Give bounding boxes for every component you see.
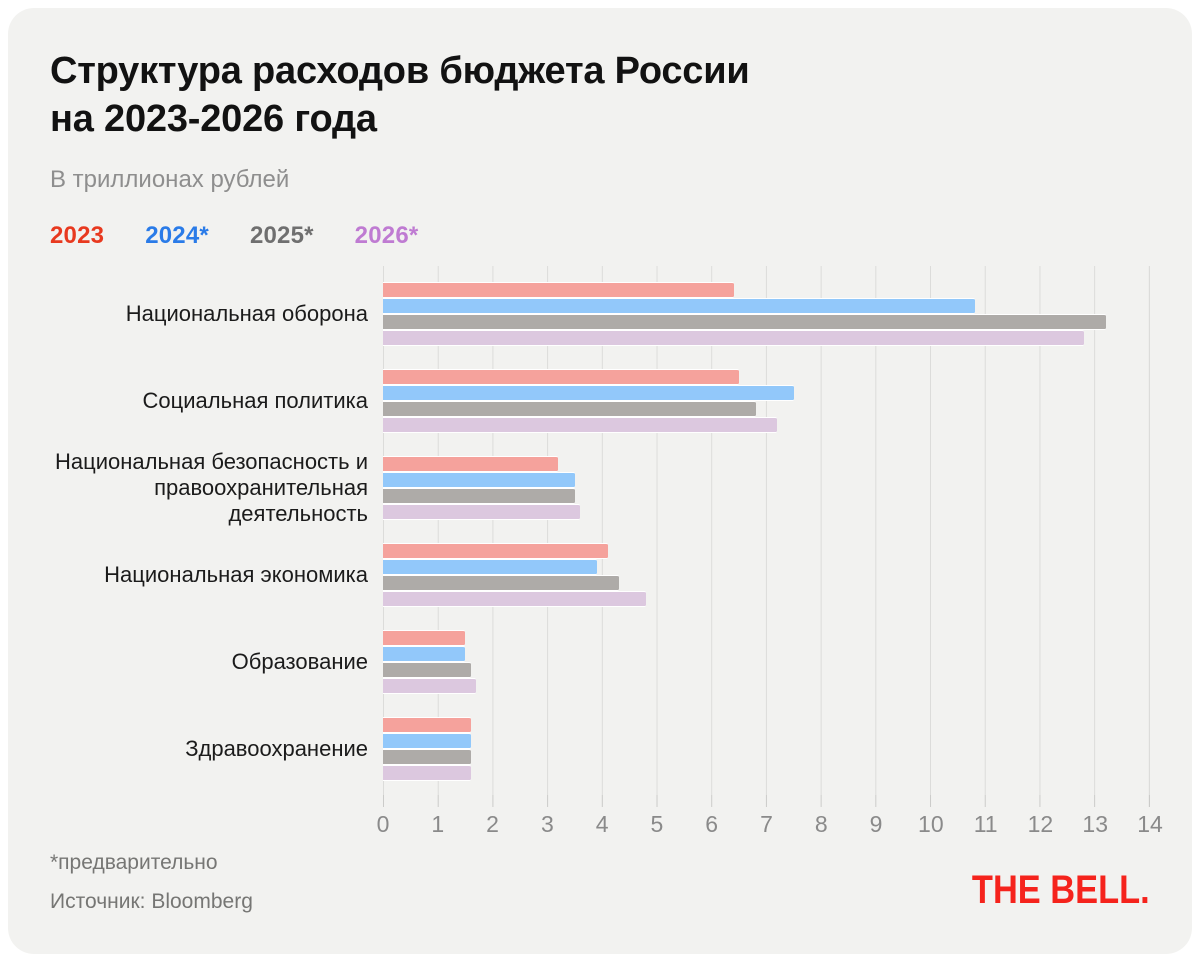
axis-tick-label: 14: [1137, 810, 1163, 837]
footnotes: *предварительно Источник: Bloomberg: [50, 851, 253, 914]
bar-2026: [383, 416, 778, 433]
bar-2024: [383, 732, 471, 749]
axis-tick-label: 10: [918, 810, 944, 837]
bar-2023: [383, 455, 559, 472]
legend-item-2023: 2023: [50, 221, 105, 249]
title-line-2: на 2023-2026 года: [50, 97, 377, 140]
category-label: Национальная экономика: [104, 561, 368, 587]
axis-tick-labels: 0 1 2 3 4 5 6 7 8 9 10 11 12 13 14: [377, 810, 1163, 839]
bar-2024: [383, 558, 597, 575]
axis-tick-label: 11: [973, 810, 998, 837]
bar-group: [383, 629, 1150, 694]
bar-2025: [383, 574, 619, 591]
title-line-1: Структура расходов бюджета России: [50, 50, 750, 92]
gridlines: [383, 265, 1150, 795]
axis-tick-marks: [383, 794, 1150, 807]
category-labels: Национальная оборона Социальная политика Н…: [50, 266, 368, 839]
axis-tick-label: 12: [1027, 810, 1054, 837]
axis-tick-label: 5: [650, 810, 664, 837]
chart-legend: 2023 2024* 2025* 2026*: [50, 222, 1150, 250]
legend-item-2024: 2024*: [145, 221, 209, 249]
chart-subtitle: В триллионах рублей: [50, 165, 290, 193]
plot-area: [383, 265, 1150, 795]
category-label: Здравоохранение: [185, 735, 368, 761]
source: Источник: Bloomberg: [50, 889, 253, 913]
plot-wrap: 0 1 2 3 4 5 6 7 8 9 10 11 12 13 14: [377, 265, 1163, 839]
category-label: Национальная безопасность и правоохранит…: [55, 449, 368, 526]
footnote: *предварительно: [50, 850, 218, 874]
bar-2026: [383, 677, 477, 694]
axis-tick-label: 1: [431, 810, 445, 837]
bar-chart: Национальная оборона Социальная политика Н…: [50, 265, 1163, 839]
axis-tick-label: 2: [486, 810, 499, 837]
legend-item-2026: 2026*: [354, 221, 419, 249]
bar-2025: [383, 748, 471, 765]
bar-2023: [383, 629, 466, 646]
bar-group: [383, 716, 1150, 781]
bar-2025: [383, 487, 575, 504]
bar-2026: [383, 590, 646, 607]
the-bell-logo: THE BELL.: [972, 867, 1150, 912]
bar-2023: [383, 368, 740, 385]
bar-2024: [383, 645, 466, 662]
footer: *предварительно Источник: Bloomberg THE …: [50, 851, 1150, 914]
page-title: Структура расходов бюджета России на 202…: [50, 48, 1150, 144]
category-label: Социальная политика: [142, 387, 368, 413]
bar-group: [383, 368, 1150, 433]
bar-2026: [383, 503, 581, 520]
bar-group: [383, 281, 1150, 346]
axis-tick-label: 6: [705, 810, 719, 837]
legend-item-2025: 2025*: [249, 221, 314, 249]
bar-2023: [383, 281, 734, 298]
bar-2025: [383, 661, 471, 678]
axis-tick-label: 0: [376, 810, 390, 837]
bar-2024: [383, 297, 975, 314]
axis-tick-label: 4: [595, 810, 609, 837]
axis-tick-label: 3: [540, 810, 554, 837]
bar-2025: [383, 400, 756, 417]
bar-group: [383, 542, 1150, 607]
bar-group: [383, 455, 1150, 520]
bar-2024: [383, 384, 794, 401]
bar-groups: [383, 266, 1150, 781]
bar-2024: [383, 471, 575, 488]
bar-2026: [383, 329, 1085, 346]
category-label: Образование: [231, 648, 368, 674]
category-label: Национальная оборона: [125, 300, 368, 326]
bar-2023: [383, 716, 471, 733]
axis-tick-label: 7: [760, 810, 773, 837]
chart-card: Структура расходов бюджета России на 202…: [8, 8, 1192, 954]
axis-tick-label: 9: [869, 810, 883, 837]
axis-tick-label: 8: [814, 810, 828, 837]
axis-tick-label: 13: [1082, 810, 1108, 837]
bar-2026: [383, 764, 471, 781]
bar-2023: [383, 542, 608, 559]
bar-2025: [383, 313, 1107, 330]
